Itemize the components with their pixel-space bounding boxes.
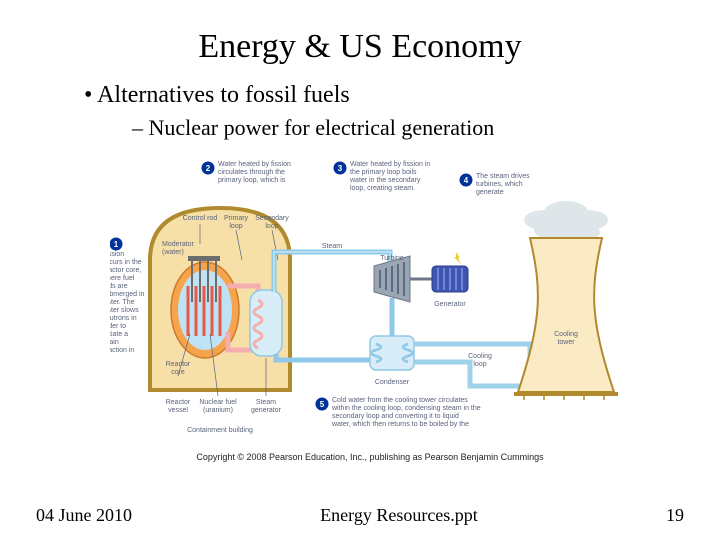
label-nuclear-fuel: Nuclear fuel(uranium) [199,399,237,414]
svg-text:3: 3 [338,164,343,173]
svg-text:Water heated by fission in: Water heated by fission in the primary l… [349,161,432,192]
svg-text:5: 5 [320,400,325,409]
generator [432,252,468,292]
label-steam: Steam [322,243,342,250]
label-condenser: Condenser [375,379,410,386]
footer-file: Energy Resources.ppt [320,505,478,526]
turbine [374,256,432,302]
cooling-tower [514,201,618,400]
label-control-rod: Control rod [183,215,218,222]
bullet-level2: Nuclear power for electrical generation [132,115,684,141]
callout-2: 2 Water heated by fission circulates thr… [202,161,293,184]
svg-text:Fission occurs in th: Fission occurs in the reactor core, wher… [110,251,146,354]
svg-text:The steam drives tur: The steam drives turbines, which generat… [476,173,532,196]
footer-date: 04 June 2010 [36,505,132,526]
label-reactor-vessel: Reactorvessel [166,399,191,414]
callout-4: 4 The steam drives turbines, which gener… [460,173,532,196]
label-turbine: Turbine [380,255,404,262]
label-containment: Containment building [187,427,253,434]
callout-1: 1 Fission occurs in the reactor core, wh… [110,238,146,354]
svg-text:1: 1 [114,240,119,249]
nuclear-plant-diagram: 2 Water heated by fission circulates thr… [110,160,630,480]
copyright-line: Copyright © 2008 Pearson Education, Inc.… [196,452,544,462]
condenser [370,336,414,370]
svg-text:Cold water from the cooling to: Cold water from the cooling tower circul… [331,397,483,428]
bullet-level1: Alternatives to fossil fuels [84,82,684,109]
steam-generator [250,290,282,356]
footer-page: 19 [666,505,684,526]
label-steam-gen: Steamgenerator [251,399,282,414]
label-generator: Generator [434,301,466,308]
svg-text:2: 2 [206,164,211,173]
svg-text:4: 4 [464,176,469,185]
svg-text:Water heated by fission: Water heated by fission circulates throu… [218,161,293,184]
callout-5: 5 Cold water from the cooling tower circ… [316,397,483,428]
label-cooling-tower: Coolingtower [554,331,578,346]
callout-3: 3 Water heated by fission in the primary… [334,161,432,192]
page-title: Energy & US Economy [36,28,684,66]
